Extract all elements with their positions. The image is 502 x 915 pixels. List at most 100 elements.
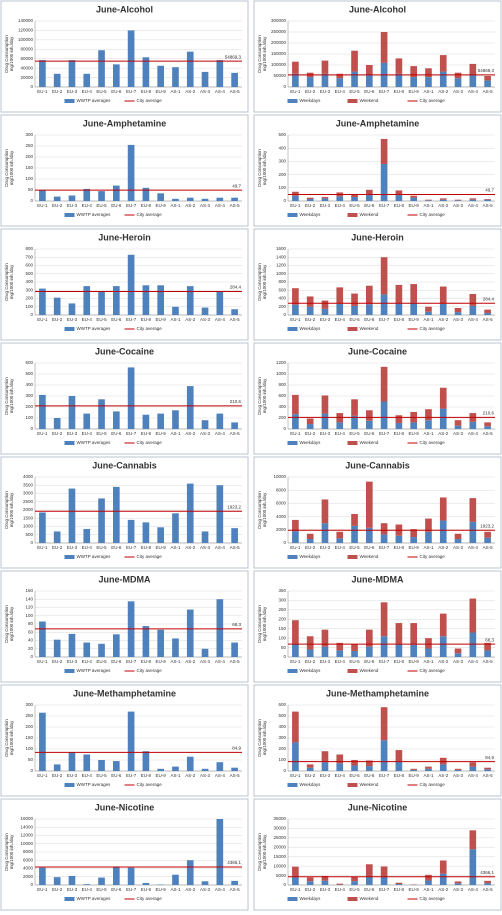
bar-segment: [469, 293, 477, 306]
legend-swatch: [347, 669, 358, 673]
bar: [216, 413, 224, 429]
bar: [83, 528, 91, 543]
x-tick-label: EU-6: [364, 773, 375, 778]
y-tick-label: 8000: [23, 849, 34, 854]
bar-segment: [425, 766, 432, 769]
x-tick-label: AS-5: [483, 89, 494, 94]
x-tick-label: AS-1: [170, 203, 181, 208]
y-tick-label: 150: [25, 735, 33, 740]
bar: [98, 498, 105, 543]
legend-label: Weekdays: [300, 326, 322, 331]
x-tick-label: EU-7: [379, 431, 390, 436]
bar-segment: [336, 883, 344, 885]
x-tick-label: AS-1: [170, 317, 181, 322]
bar: [231, 422, 238, 429]
bar-segment: [410, 195, 418, 198]
bar-segment: [484, 309, 491, 313]
legend-label: WWTP averages: [77, 440, 112, 445]
chart-panel: June-Cannabis Drug Consumption mg/1000 inh…: [253, 456, 502, 569]
y-tick-label: 100: [278, 757, 286, 762]
average-label: 49,7: [485, 188, 494, 193]
y-tick-label: 0: [283, 84, 286, 89]
y-axis-label: Drug Consumption: [4, 35, 9, 73]
x-tick-label: AS-3: [200, 89, 211, 94]
bar-segment: [484, 199, 491, 201]
panel-border: [253, 456, 502, 569]
bar-segment: [306, 877, 314, 882]
bar-segment: [439, 860, 447, 874]
y-tick-label: 1000: [276, 371, 287, 376]
legend-label: Weekend: [360, 896, 379, 901]
x-tick-label: EU-2: [305, 659, 316, 664]
bar: [112, 286, 120, 315]
bar-segment: [469, 305, 477, 315]
x-tick-label: AS-5: [230, 773, 241, 778]
x-tick-label: EU-2: [305, 773, 316, 778]
average-label: 68,3: [232, 622, 241, 627]
bar-segment: [306, 649, 314, 657]
y-tick-label: 0: [283, 198, 286, 203]
x-tick-label: EU-5: [349, 545, 360, 550]
bar-segment: [321, 880, 329, 885]
x-tick-label: EU-6: [111, 887, 122, 892]
x-tick-label: AS-3: [453, 317, 464, 322]
bar-segment: [469, 199, 477, 201]
y-tick-label: 4000: [23, 866, 34, 871]
bar: [127, 254, 135, 315]
bar: [231, 197, 238, 201]
bar-segment: [306, 199, 314, 201]
y-tick-label: 400: [25, 279, 33, 284]
bar: [53, 639, 61, 657]
bar-segment: [469, 521, 477, 543]
y-tick-label: 2000: [23, 874, 34, 879]
x-tick-label: AS-1: [170, 545, 181, 550]
bar-segment: [454, 533, 462, 540]
x-tick-label: EU-4: [335, 89, 346, 94]
y-tick-label: 400: [278, 404, 286, 409]
chart-title: June-MDMA: [352, 574, 404, 584]
bar-segment: [306, 539, 314, 543]
bar-segment: [439, 873, 447, 885]
bar-segment: [395, 884, 403, 885]
x-tick-label: EU-9: [409, 773, 420, 778]
bar-segment: [469, 766, 477, 771]
x-tick-label: EU-4: [82, 659, 93, 664]
bar-segment: [321, 395, 329, 414]
bar: [98, 291, 105, 315]
x-tick-label: AS-2: [185, 887, 196, 892]
x-tick-label: EU-2: [305, 203, 316, 208]
y-axis-label: Drug Consumption: [257, 605, 262, 643]
bar-segment: [365, 760, 373, 767]
bar-segment: [351, 399, 358, 416]
bar-segment: [439, 520, 447, 543]
legend-label: City average: [420, 668, 446, 673]
bar: [216, 197, 224, 201]
y-axis-label: Drug Consumption: [4, 491, 9, 529]
bar: [231, 528, 238, 543]
bar: [68, 752, 76, 771]
x-tick-label: AS-3: [200, 431, 211, 436]
y-tick-label: 250: [25, 143, 33, 148]
x-tick-label: AS-5: [483, 317, 494, 322]
x-tick-label: EU-5: [96, 887, 107, 892]
y-tick-label: 200: [278, 746, 286, 751]
bar: [216, 291, 224, 315]
chart-title: June-Amphetamine: [336, 118, 420, 128]
x-tick-label: AS-2: [438, 317, 449, 322]
bar: [53, 196, 61, 201]
x-tick-label: EU-3: [67, 203, 78, 208]
bar-segment: [365, 410, 373, 421]
bar: [172, 638, 179, 657]
bar: [112, 64, 120, 87]
bar-segment: [395, 73, 403, 87]
x-tick-label: EU-1: [290, 773, 301, 778]
x-tick-label: EU-8: [394, 887, 405, 892]
bar: [83, 286, 91, 315]
x-tick-label: AS-5: [230, 203, 241, 208]
x-tick-label: EU-2: [52, 317, 63, 322]
x-tick-label: EU-1: [290, 89, 301, 94]
average-label: 84,9: [232, 746, 241, 751]
x-tick-label: EU-3: [320, 89, 331, 94]
y-axis-label: mg/1000 inh./day: [9, 834, 14, 869]
